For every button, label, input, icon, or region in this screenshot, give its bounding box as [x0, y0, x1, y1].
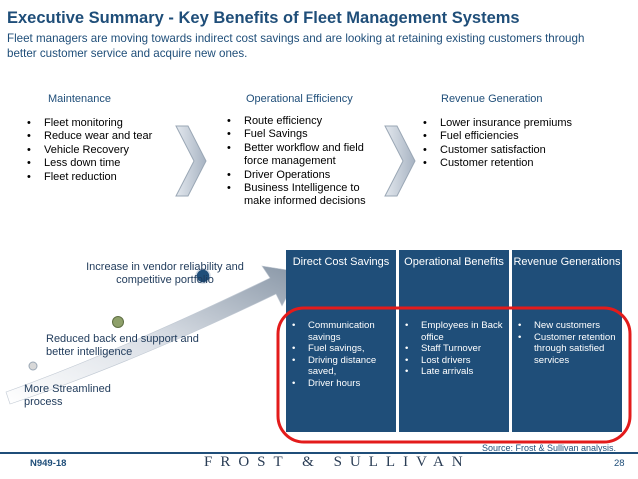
- table-header-operational-benefits: Operational Benefits: [399, 250, 509, 312]
- list-item: Employees in Back office: [399, 320, 509, 343]
- chevron-right-icon: [384, 125, 416, 197]
- step-label-vendor-reliability: Increase in vendor reliability and compe…: [86, 261, 244, 286]
- growth-arrow-graphic: [5, 265, 301, 405]
- revenue-generations-bullet-list: New customers Customer retention through…: [512, 320, 622, 366]
- list-item: Business Intelligence to make informed d…: [224, 182, 374, 209]
- table-header-label: Revenue Generations: [513, 256, 621, 268]
- step-marker-icon: [112, 316, 124, 328]
- list-item: Fuel efficiencies: [420, 130, 580, 144]
- page-number: 28: [614, 458, 625, 469]
- step-marker-icon: [195, 268, 211, 284]
- step-label-back-end-support: Reduced back end support and better inte…: [46, 333, 199, 358]
- table-cell-revenue-generations: New customers Customer retention through…: [512, 312, 622, 432]
- brand-logo: FROST & SULLIVAN: [204, 454, 471, 470]
- operational-efficiency-bullet-list: Route efficiency Fuel Savings Better wor…: [224, 115, 374, 209]
- list-item: Less down time: [24, 157, 164, 171]
- operational-benefits-bullet-list: Employees in Back office Staff Turnover …: [399, 320, 509, 378]
- list-item: Driving distance saved,: [286, 355, 396, 378]
- list-item: Driver Operations: [224, 169, 374, 183]
- footer-divider: [0, 452, 638, 454]
- maintenance-bullet-list: Fleet monitoring Reduce wear and tear Ve…: [24, 117, 164, 184]
- list-item: Lower insurance premiums: [420, 117, 580, 131]
- table-header-revenue-generations: Revenue Generations: [512, 250, 622, 312]
- table-header-label: Direct Cost Savings: [292, 256, 390, 268]
- column-heading-operational-efficiency: Operational Efficiency: [246, 93, 353, 105]
- list-item: Route efficiency: [224, 115, 374, 129]
- step-label-streamlined-process: More Streamlined process: [24, 383, 111, 408]
- table-header-direct-cost: Direct Cost Savings: [286, 250, 396, 312]
- list-item: Fleet reduction: [24, 171, 164, 185]
- list-item: Fuel Savings: [224, 128, 374, 142]
- column-heading-maintenance: Maintenance: [48, 93, 111, 105]
- page-title: Executive Summary - Key Benefits of Flee…: [7, 9, 520, 27]
- list-item: Customer satisfaction: [420, 144, 580, 158]
- column-heading-revenue-generation: Revenue Generation: [441, 93, 543, 105]
- page-subtitle: Fleet managers are moving towards indire…: [7, 32, 585, 60]
- highlight-ring: [276, 306, 632, 444]
- list-item: Staff Turnover: [399, 343, 509, 355]
- list-item: Driver hours: [286, 378, 396, 390]
- list-item: Fuel savings,: [286, 343, 396, 355]
- chevron-right-icon: [175, 125, 207, 197]
- list-item: Vehicle Recovery: [24, 144, 164, 158]
- list-item: New customers: [512, 320, 622, 332]
- revenue-generation-bullet-list: Lower insurance premiums Fuel efficienci…: [420, 117, 580, 171]
- list-item: Reduce wear and tear: [24, 130, 164, 144]
- list-item: Communication savings: [286, 320, 396, 343]
- list-item: Customer retention: [420, 157, 580, 171]
- step-marker-icon: [28, 361, 38, 371]
- list-item: Fleet monitoring: [24, 117, 164, 131]
- table-cell-operational-benefits: Employees in Back office Staff Turnover …: [399, 312, 509, 432]
- list-item: Late arrivals: [399, 366, 509, 378]
- table-cell-direct-cost: Communication savings Fuel savings, Driv…: [286, 312, 396, 432]
- source-note: Source: Frost & Sullivan analysis.: [482, 443, 617, 453]
- list-item: Lost drivers: [399, 355, 509, 367]
- list-item: Better workflow and field force manageme…: [224, 142, 374, 169]
- footer-code: N949-18: [30, 458, 67, 469]
- table-header-label: Operational Benefits: [404, 256, 504, 268]
- list-item: Customer retention through satisfied ser…: [512, 332, 622, 367]
- direct-cost-bullet-list: Communication savings Fuel savings, Driv…: [286, 320, 396, 390]
